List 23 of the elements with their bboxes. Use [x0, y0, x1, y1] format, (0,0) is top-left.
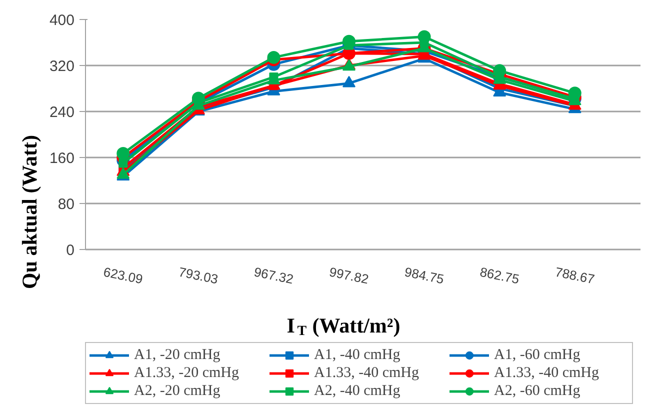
x-tick-label: 788.67 [554, 264, 596, 287]
legend-label: A2, -60 cmHg [494, 382, 582, 400]
x-tick-label: 862.75 [478, 264, 521, 287]
legend-label: A1, -20 cmHg [134, 346, 222, 364]
x-tick-label: 967.32 [252, 264, 295, 287]
x-tick-label: 793.03 [177, 264, 220, 287]
legend-label: A2, -20 cmHg [134, 382, 222, 400]
legend-label: A1.33, -40 cmHg [314, 364, 420, 382]
y-tick-label: 160 [49, 150, 75, 167]
y-tick-label: 240 [49, 104, 75, 121]
x-tick-label: 984.75 [403, 264, 446, 287]
legend-label: A1, -40 cmHg [314, 346, 402, 364]
y-tick-label: 80 [58, 196, 75, 213]
legend-label: A1, -60 cmHg [494, 346, 582, 364]
y-axis-title: Qu aktual (Watt) [17, 134, 42, 290]
x-tick-label: 623.09 [102, 264, 144, 287]
x-tick-label: 997.82 [328, 264, 370, 287]
y-tick-label: 400 [49, 12, 75, 29]
legend-label: A1.33, -40 cmHg [494, 364, 600, 382]
legend-label: A2, -40 cmHg [314, 382, 402, 400]
y-tick-label: 0 [66, 242, 74, 259]
legend-label: A1.33, -20 cmHg [134, 364, 240, 382]
y-tick-label: 320 [49, 58, 75, 75]
